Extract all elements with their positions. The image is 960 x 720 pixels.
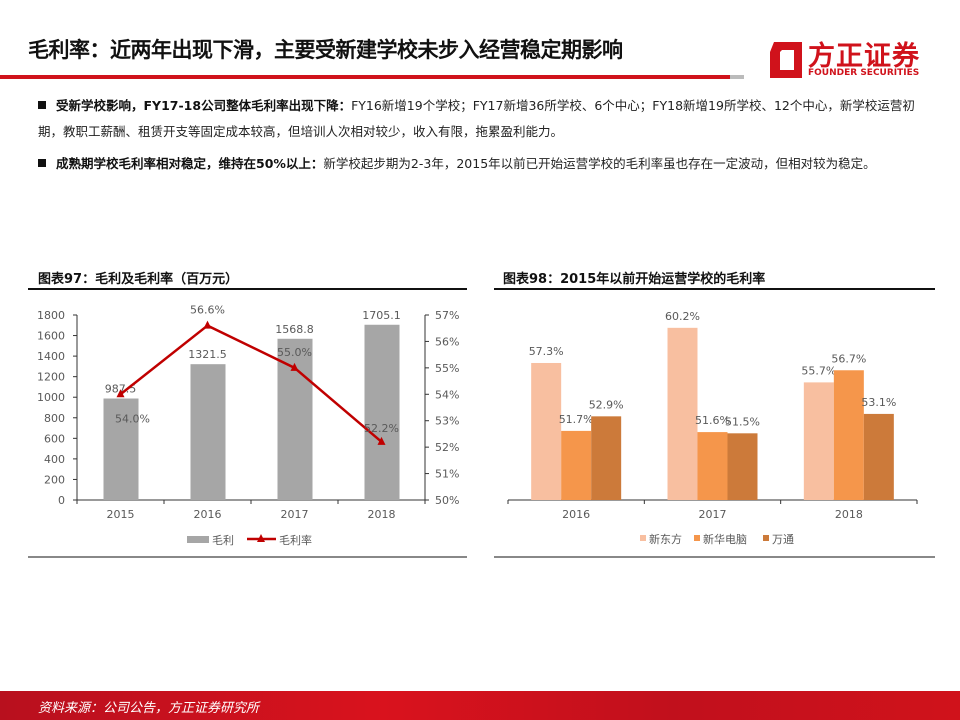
right-tick-label: 55%: [435, 362, 459, 375]
legend-triangle-icon: [257, 534, 265, 542]
right-tick-label: 57%: [435, 309, 459, 322]
legend-swatch: [763, 535, 769, 541]
right-tick-label: 56%: [435, 335, 459, 348]
bar-label: 51.5%: [725, 415, 760, 428]
bar-xindongfang: [667, 327, 698, 500]
left-tick-label: 400: [44, 453, 65, 466]
bar-label: 51.6%: [695, 414, 730, 427]
title-underline: [0, 75, 730, 79]
legend-label: 新华电脑: [703, 532, 747, 546]
line-label: 52.2%: [364, 422, 399, 435]
line-label: 55.0%: [277, 346, 312, 359]
right-tick-label: 51%: [435, 468, 459, 481]
bar-label: 987.5: [105, 383, 137, 396]
bullet-square-icon: [38, 101, 46, 109]
bar-gross-profit: [190, 364, 226, 500]
line-label: 54.0%: [115, 412, 150, 425]
right-tick-label: 54%: [435, 388, 459, 401]
x-tick-label: 2016: [562, 508, 590, 521]
x-tick-label: 2016: [194, 508, 222, 521]
line-point-triangle: [290, 362, 299, 371]
bar-xinhua-computer: [697, 432, 728, 500]
line-point-triangle: [203, 320, 212, 329]
left-tick-label: 600: [44, 432, 65, 445]
bar-gross-profit: [103, 398, 139, 500]
left-tick-label: 1200: [37, 371, 65, 384]
legend-label: 万通: [772, 533, 794, 546]
line-point-triangle: [377, 436, 386, 445]
logo-text-cn: 方正证券: [808, 41, 920, 72]
bullet-2-bold: 成熟期学校毛利率相对稳定，维持在50%以上：: [56, 156, 324, 171]
title-underline-end: [730, 75, 744, 79]
x-tick-label: 2017: [699, 508, 727, 521]
x-tick-label: 2018: [835, 508, 863, 521]
right-tick-label: 52%: [435, 441, 459, 454]
bar-gross-profit: [364, 324, 400, 500]
chart98-title: 图表98：2015年以前开始运营学校的毛利率: [503, 272, 766, 287]
left-tick-label: 1400: [37, 350, 65, 363]
bar-xinhua-computer: [561, 430, 592, 500]
footer-band: 资料来源：公司公告，方正证券研究所: [0, 691, 960, 720]
bar-label: 1705.1: [362, 309, 401, 322]
legend-label: 毛利率: [279, 533, 312, 547]
bar-label: 1321.5: [188, 348, 227, 361]
bar-wantong: [727, 433, 758, 500]
bullet-1-text: FY16新增19个学校；FY17新增36所学校、6个中心；FY18新增19所学校…: [38, 98, 915, 139]
bar-wantong: [591, 416, 622, 500]
right-tick-label: 53%: [435, 415, 459, 428]
line-point-triangle: [116, 389, 125, 398]
bar-xindongfang: [531, 362, 562, 500]
left-tick-label: 1800: [37, 309, 65, 322]
bar-label: 56.7%: [831, 352, 866, 365]
chart97-title-rule: [28, 288, 467, 290]
bullet-1: 受新学校影响，FY17-18公司整体毛利率出现下降：FY16新增19个学校；FY…: [38, 93, 928, 145]
chart98-bottom-rule: [494, 556, 935, 558]
left-tick-label: 1600: [37, 330, 65, 343]
bullet-square-icon: [38, 159, 46, 167]
left-tick-label: 200: [44, 473, 65, 486]
x-tick-label: 2015: [107, 508, 135, 521]
founder-securities-logo: 方正证券 FOUNDER SECURITIES: [766, 36, 936, 82]
bar-label: 51.7%: [559, 413, 594, 426]
left-tick-label: 1000: [37, 391, 65, 404]
bar-label: 1568.8: [275, 323, 314, 336]
bar-label: 57.3%: [529, 345, 564, 358]
bar-label: 55.7%: [801, 364, 836, 377]
bullet-2-text: 新学校起步期为2-3年，2015年以前已开始运营学校的毛利率虽也存在一定波动，但…: [323, 156, 876, 171]
logo-text-en: FOUNDER SECURITIES: [808, 68, 920, 78]
legend-label: 新东方: [649, 532, 682, 546]
legend-swatch: [640, 535, 646, 541]
left-tick-label: 800: [44, 412, 65, 425]
line-label: 56.6%: [190, 304, 225, 317]
legend-label: 毛利: [212, 534, 234, 547]
right-tick-label: 50%: [435, 494, 459, 507]
bar-label: 53.1%: [861, 396, 896, 409]
bar-label: 52.9%: [589, 398, 624, 411]
x-tick-label: 2018: [368, 508, 396, 521]
legend-swatch: [694, 535, 700, 541]
bar-xindongfang: [803, 382, 834, 500]
bar-label: 60.2%: [665, 310, 700, 323]
page-title: 毛利率：近两年出现下滑，主要受新建学校未步入经营稳定期影响: [28, 38, 623, 62]
chart97-title: 图表97：毛利及毛利率（百万元）: [38, 272, 239, 287]
x-tick-label: 2017: [281, 508, 309, 521]
footer-source: 资料来源：公司公告，方正证券研究所: [38, 701, 260, 716]
legend-swatch-gross-profit: [187, 536, 209, 543]
logo-mark-icon: [770, 42, 802, 78]
bar-wantong: [863, 413, 894, 500]
chart97-bottom-rule: [28, 556, 467, 558]
bar-xinhua-computer: [833, 370, 864, 500]
bullet-1-bold: 受新学校影响，FY17-18公司整体毛利率出现下降：: [56, 98, 352, 113]
left-tick-label: 0: [58, 494, 65, 507]
bullet-2: 成熟期学校毛利率相对稳定，维持在50%以上：新学校起步期为2-3年，2015年以…: [38, 151, 928, 177]
chart98-title-rule: [494, 288, 935, 290]
line-gross-margin: [119, 324, 383, 443]
